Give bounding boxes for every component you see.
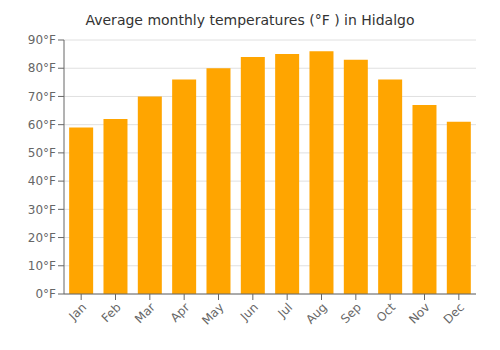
html-text:Average monthly temperatures (: Average monthly temperatures (°F ) in Hi…: [85, 12, 415, 28]
svg-text:50°F: 50°F: [28, 146, 56, 160]
svg-text:20°F: 20°F: [28, 231, 56, 245]
svg-text:40°F: 40°F: [28, 174, 56, 188]
svg-text:10°F: 10°F: [28, 259, 56, 273]
svg-text:Sep: Sep: [338, 300, 364, 326]
svg-text:80°F: 80°F: [28, 61, 56, 75]
svg-text:Feb: Feb: [99, 300, 124, 325]
svg-text:0°F: 0°F: [35, 287, 56, 301]
svg-text:Oct: Oct: [374, 300, 399, 325]
svg-text:90°F: 90°F: [28, 33, 56, 47]
svg-text:Aug: Aug: [303, 300, 329, 326]
svg-text:Jul: Jul: [274, 300, 295, 321]
svg-text:70°F: 70°F: [28, 90, 56, 104]
svg-text:Dec: Dec: [441, 300, 467, 326]
svg-text:Jun: Jun: [237, 300, 261, 324]
svg-text:60°F: 60°F: [28, 118, 56, 132]
svg-text:Mar: Mar: [132, 300, 158, 326]
svg-text:May: May: [199, 300, 226, 327]
svg-text:Jan: Jan: [66, 300, 90, 324]
svg-text:Nov: Nov: [406, 300, 432, 326]
svg-text:Apr: Apr: [168, 300, 193, 325]
svg-text:30°F: 30°F: [28, 203, 56, 217]
